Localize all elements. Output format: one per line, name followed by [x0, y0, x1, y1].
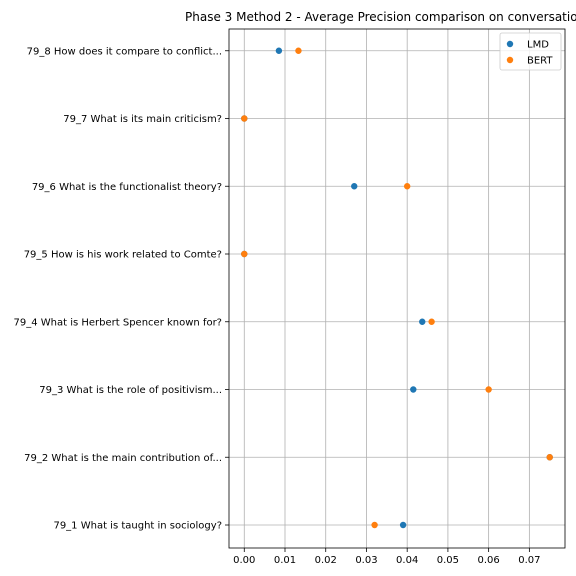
legend-box — [499, 32, 562, 71]
x-tick-label: 0.04 — [396, 555, 418, 566]
y-tick-label: 79_2 What is the main contribution of... — [24, 453, 222, 464]
legend-label-bert: BERT — [527, 56, 553, 67]
point-bert — [403, 183, 411, 190]
x-tick-label: 0.00 — [233, 555, 255, 566]
y-tick-label: 79_7 What is its main criticism? — [63, 114, 222, 125]
point-bert — [241, 250, 248, 258]
y-tick-label: 79_1 What is taught in sociology? — [53, 521, 222, 532]
chart-title: Phase 3 Method 2 - Average Precision com… — [185, 10, 576, 24]
plot-area-frame — [228, 28, 566, 549]
point-lmd — [419, 318, 426, 325]
point-lmd — [410, 386, 417, 393]
x-tick-label: 0.01 — [274, 555, 296, 566]
legend-marker-lmd — [506, 40, 514, 48]
x-tick-label: 0.05 — [437, 555, 459, 566]
y-tick-label: 79_8 How does it compare to conflict... — [27, 46, 222, 57]
point-bert — [546, 454, 553, 461]
legend-label-lmd: LMD — [527, 40, 549, 51]
point-bert — [428, 318, 435, 325]
legend: LMD BERT — [499, 32, 562, 71]
point-lmd — [351, 183, 358, 190]
point-lmd — [275, 47, 283, 54]
y-tick-label: 79_6 What is the functionalist theory? — [32, 182, 222, 193]
x-tick-label: 0.02 — [315, 555, 337, 566]
y-tick-label: 79_4 What is Herbert Spencer known for? — [13, 317, 222, 328]
data-points — [241, 47, 553, 529]
axis-ticks: 0.00 0.01 0.02 0.03 0.04 0.05 0.06 0.07 79_1 Wha… — [13, 46, 540, 566]
legend-marker-bert — [506, 56, 514, 64]
point-bert — [295, 47, 302, 54]
point-bert — [485, 386, 492, 393]
grid-lines — [229, 29, 565, 548]
point-lmd — [399, 521, 407, 529]
point-bert — [371, 521, 378, 529]
x-tick-label: 0.06 — [478, 555, 500, 566]
x-tick-label: 0.07 — [518, 555, 540, 566]
y-tick-label: 79_3 What is the role of positivism... — [39, 385, 222, 396]
point-bert — [241, 115, 248, 122]
y-tick-label: 79_5 How is his work related to Comte? — [24, 250, 222, 261]
x-tick-label: 0.03 — [355, 555, 377, 566]
